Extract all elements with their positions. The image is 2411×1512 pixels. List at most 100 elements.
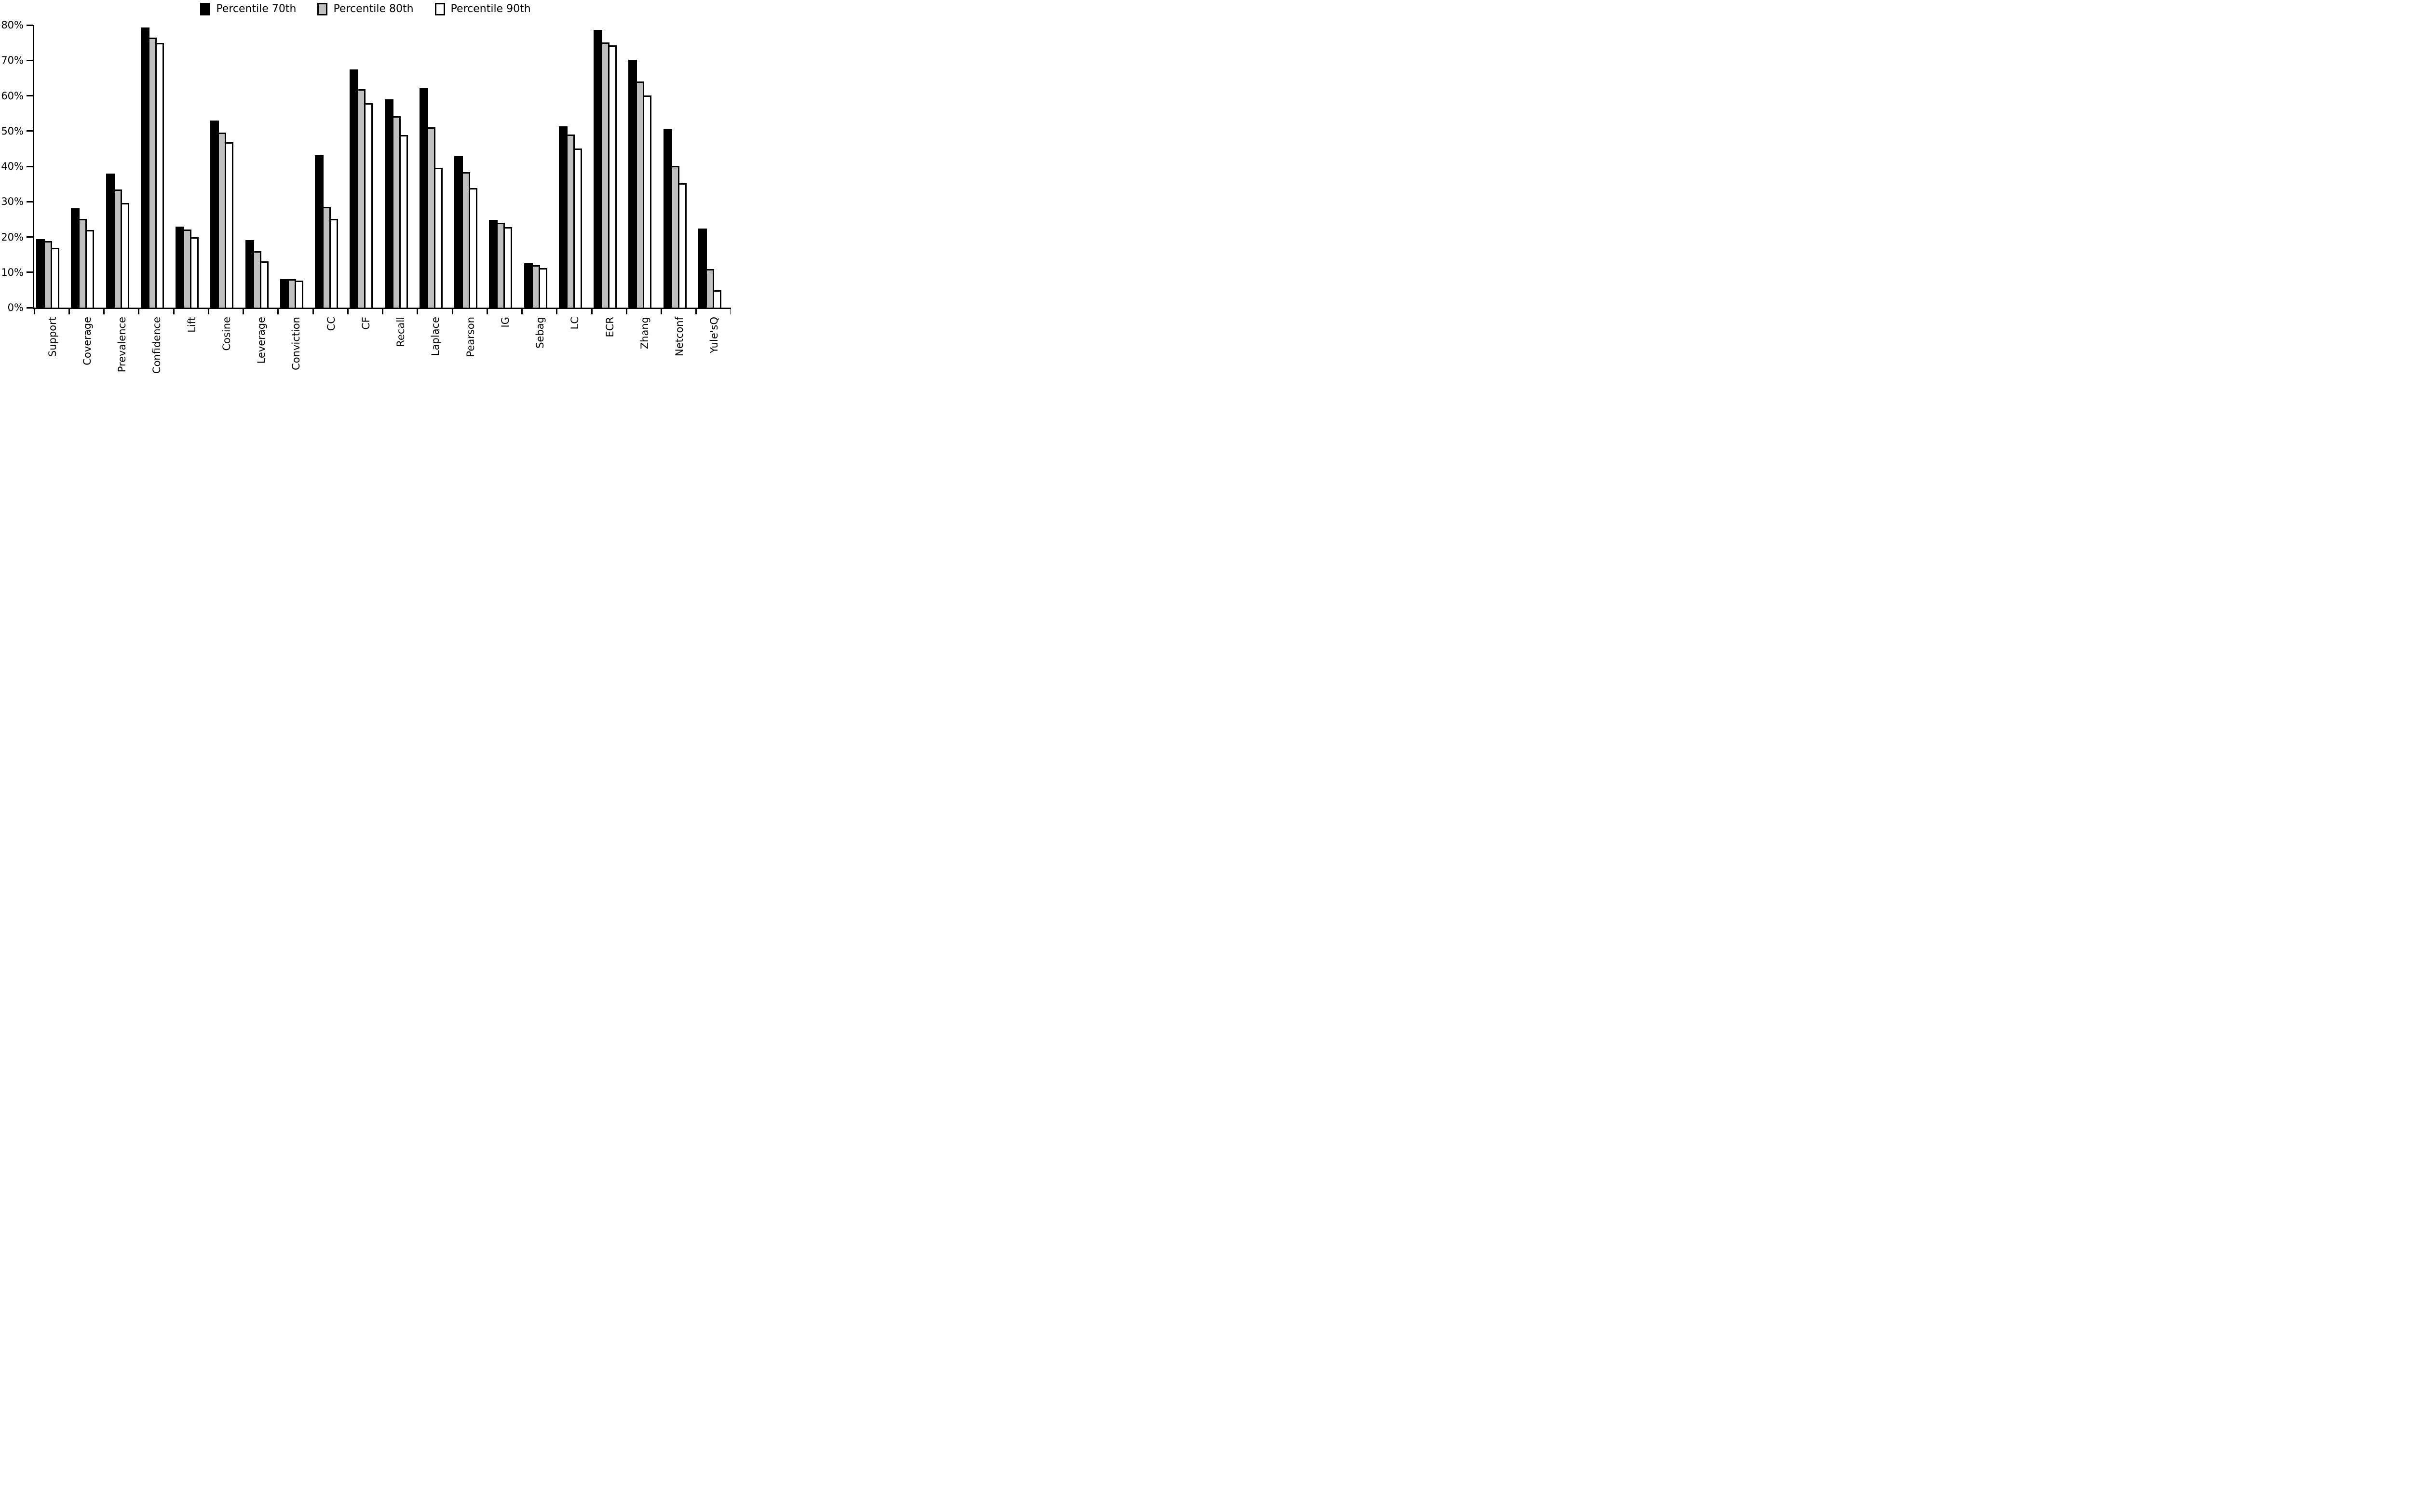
bar-group-ecr — [592, 25, 626, 309]
bar-percentile-90th — [120, 203, 129, 309]
legend: Percentile 70th Percentile 80th Percenti… — [0, 1, 731, 17]
legend-label-70th: Percentile 70th — [216, 3, 297, 15]
bar-percentile-90th — [259, 261, 269, 309]
bar-percentile-90th — [469, 188, 477, 309]
bar-group-cosine — [208, 25, 243, 309]
y-axis-tick-label: 30% — [1, 196, 24, 208]
x-axis-tick — [382, 309, 383, 314]
y-axis-tick-label: 10% — [1, 266, 24, 278]
bar-percentile-90th — [225, 142, 234, 309]
x-axis-category-label: Support — [46, 317, 58, 357]
bar-group-zhang — [626, 25, 661, 309]
x-axis-tick — [103, 309, 105, 314]
bar-percentile-90th — [643, 95, 652, 309]
y-axis-tick-label: 40% — [1, 161, 24, 172]
bar-group-cc — [313, 25, 348, 309]
x-axis-category-label: Prevalence — [116, 317, 128, 373]
y-axis-tick-label: 20% — [1, 231, 24, 243]
legend-item-70th: Percentile 70th — [200, 3, 296, 15]
bar-percentile-90th — [85, 230, 95, 309]
bar-group-coverage — [69, 25, 104, 309]
legend-item-90th: Percentile 90th — [434, 3, 531, 15]
x-axis-tick — [243, 309, 244, 314]
bar-group-cf — [348, 25, 382, 309]
x-axis-category-label: Zhang — [638, 317, 650, 350]
y-axis-tick — [27, 307, 33, 309]
x-axis-tick — [695, 309, 697, 314]
x-axis-category-label: Recall — [395, 317, 407, 347]
x-axis-tick — [277, 309, 279, 314]
y-axis-tick — [27, 24, 33, 26]
bar-percentile-90th — [399, 135, 408, 309]
bar-percentile-90th — [608, 45, 617, 309]
bar-percentile-90th — [51, 248, 59, 309]
x-axis-tick — [312, 309, 314, 314]
bar-percentile-90th — [329, 219, 338, 309]
y-axis-tick-label: 80% — [1, 19, 24, 31]
y-axis-tick — [27, 95, 33, 96]
bar-percentile-90th — [294, 280, 303, 309]
x-axis-category-label: Coverage — [81, 317, 93, 365]
bar-percentile-90th — [573, 148, 582, 309]
y-axis-tick — [27, 236, 33, 238]
bar-group-netconf — [662, 25, 696, 309]
legend-swatch-70th-icon — [200, 3, 211, 15]
bar-group-prevalence — [104, 25, 139, 309]
x-axis-tick — [347, 309, 349, 314]
x-axis-category-label: ECR — [604, 317, 616, 338]
plot-area: 0% 10% 20% 30% 40% 50% 60% 70% 80% Support Coverag… — [1, 19, 731, 374]
bar-percentile-90th — [364, 103, 373, 309]
x-axis-tick — [138, 309, 140, 314]
y-axis-tick — [27, 271, 33, 273]
bar-percentile-80th — [705, 269, 714, 309]
x-axis-tick — [451, 309, 453, 314]
bar-group-pearson — [452, 25, 487, 309]
x-axis-tick — [661, 309, 662, 314]
x-axis-tick — [173, 309, 175, 314]
legend-swatch-90th-icon — [434, 3, 445, 15]
x-axis-category-label: CF — [360, 317, 372, 330]
x-axis-category-label: Sebag — [534, 317, 546, 349]
bar-group-conviction — [278, 25, 313, 309]
x-axis-category-label: Pearson — [464, 317, 476, 357]
bar-group-support — [34, 25, 69, 309]
x-axis-category-label: Netconf — [674, 317, 686, 356]
legend-item-80th: Percentile 80th — [317, 3, 414, 15]
bar-group-sebag — [522, 25, 557, 309]
x-axis-category-label: IG — [499, 317, 511, 328]
x-axis-category-label: Lift — [186, 317, 198, 333]
x-axis-category-label: Conviction — [290, 317, 302, 370]
bar-group-ig — [487, 25, 522, 309]
x-axis-tick — [33, 309, 35, 314]
x-axis-tick — [207, 309, 209, 314]
grouped-bar-chart: Percentile 70th Percentile 80th Percenti… — [0, 0, 731, 378]
x-axis-tick — [556, 309, 558, 314]
x-axis-category-label: Confidence — [151, 317, 163, 374]
x-axis-category-label: CC — [325, 317, 337, 331]
bar-group-lc — [557, 25, 592, 309]
x-axis-category-label: LC — [569, 317, 581, 330]
x-axis-tick — [68, 309, 70, 314]
x-axis-tick — [486, 309, 488, 314]
bar-group-recall — [383, 25, 418, 309]
bar-percentile-90th — [503, 227, 513, 309]
bar-percentile-90th — [712, 290, 721, 309]
x-axis-tick — [591, 309, 593, 314]
x-axis-tick — [625, 309, 627, 314]
bar-percentile-90th — [538, 268, 547, 309]
bar-group-yule-sq — [696, 25, 731, 309]
legend-label-90th: Percentile 90th — [450, 3, 531, 15]
bar-percentile-90th — [155, 43, 164, 309]
y-axis-tick — [27, 165, 33, 167]
bar-group-leverage — [244, 25, 278, 309]
x-axis-category-label: Laplace — [430, 317, 442, 356]
x-axis-category-label: Cosine — [220, 317, 232, 351]
y-axis-tick-label: 60% — [1, 90, 24, 102]
y-axis-tick-label: 70% — [1, 54, 24, 67]
x-axis-tick — [521, 309, 523, 314]
legend-swatch-80th-icon — [317, 3, 328, 15]
y-axis-tick — [27, 201, 33, 202]
y-axis-tick — [27, 130, 33, 132]
bar-percentile-90th — [677, 183, 687, 309]
bar-percentile-70th — [698, 228, 707, 309]
